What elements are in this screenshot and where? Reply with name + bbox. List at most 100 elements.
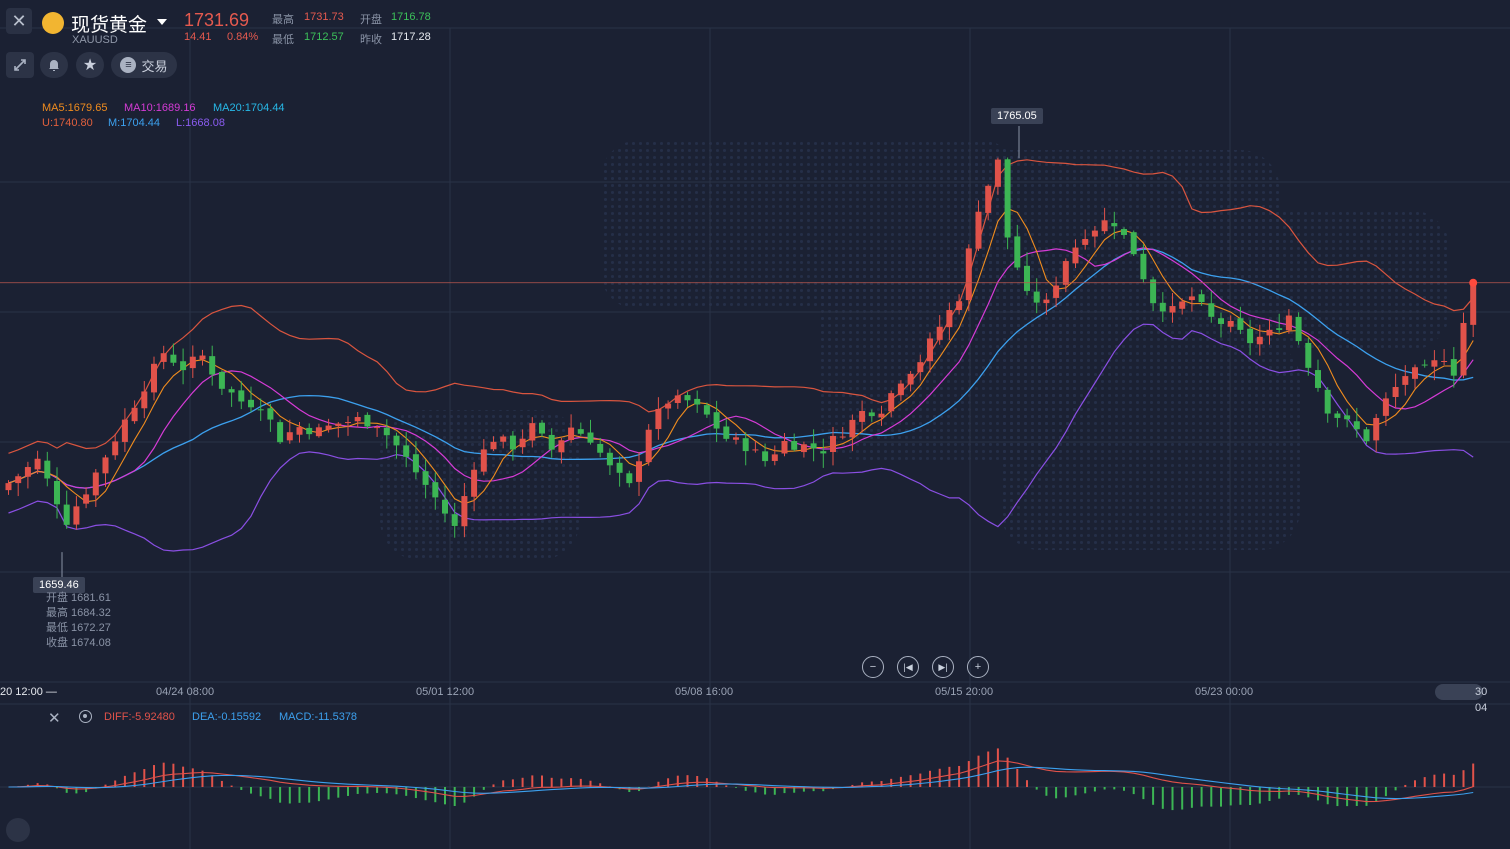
scroll-end-button[interactable]: ▶| [932,656,954,678]
close-icon: ✕ [48,710,61,727]
candle-body [1295,316,1302,342]
candle-body [112,441,119,456]
candle-body [189,356,196,369]
candle-body [1431,360,1438,367]
max-price-marker: 1765.05 [991,108,1043,124]
candle-body [1188,296,1195,301]
boll-upper-legend: U:1740.80 [42,117,93,129]
macd-diff-legend: DIFF:-5.92480 [104,711,175,723]
candle-body [345,422,351,424]
macd-settings-button[interactable] [79,710,92,723]
candle-body [1382,398,1389,416]
zoom-in-button[interactable]: + [967,656,989,678]
candle-body [121,419,128,442]
candle-body [1266,329,1273,336]
chevron-down-icon[interactable] [157,19,167,25]
time-axis-stub-left-label: 20 12:00 [0,686,43,698]
candle-body [315,427,322,437]
candle-body [791,441,798,450]
candle-body [73,506,80,525]
candle-body [1392,386,1399,397]
alert-button[interactable] [40,52,68,78]
trade-button[interactable]: ≡ 交易 [111,52,177,78]
ma20-legend: MA20:1704.44 [213,102,285,114]
map-dots-3 [1000,340,1300,550]
candle-body [180,361,187,371]
time-label-5: 05/23 00:00 [1195,686,1254,698]
candle-body [170,354,177,363]
candle-body [1024,265,1030,291]
candle-body [694,398,701,405]
candle-body [1062,261,1069,285]
candle-body [723,426,730,439]
zoom-out-button[interactable]: − [862,656,884,678]
candle-body [1315,370,1321,388]
candle-body [209,356,216,375]
candle-body [1218,318,1224,324]
candle-body [92,472,99,496]
candle-body [451,514,458,526]
candle-body [568,427,575,440]
candle-body [839,436,846,438]
time-label-2: 05/01 12:00 [416,686,475,698]
candle-body [830,435,836,453]
candle-body [907,373,914,385]
candle-body [480,449,487,472]
low-value: 1712.57 [304,31,344,43]
candle-body [412,454,419,473]
candle-body [713,412,720,429]
close-icon: ✕ [11,10,27,31]
candle-body [1159,302,1166,312]
candle-body [1227,320,1234,327]
map-dots-4 [1220,210,1450,350]
candle-body [548,434,555,450]
boll-mid-line [8,248,1474,489]
candle-body [985,185,992,213]
candle-body [354,417,361,422]
price-change-pct: 0.84% [227,31,259,43]
boll-upper-line [8,159,1474,454]
candle-body [917,362,924,373]
candle-body [878,413,885,418]
candle-body [1179,301,1186,309]
scroll-start-button[interactable]: |◀ [897,656,919,678]
candle-body [994,159,1001,187]
expand-button[interactable] [6,52,34,78]
candle-body [519,438,526,448]
menu-icon: ≡ [120,57,137,73]
trade-label: 交易 [141,58,168,74]
symbol-title[interactable]: 现货黄金 [71,15,148,36]
candle-body [54,480,60,505]
candle-body [63,504,70,525]
tooltip-close: 收盘 1674.08 [46,637,111,649]
candle-body [577,429,584,434]
candle-body [1334,413,1341,418]
candle-body [1412,367,1418,379]
low-label: 最低 [272,34,294,46]
min-price-marker: 1659.46 [33,577,85,593]
skip-back-icon: |◀ [903,661,913,672]
candle-body [1353,421,1360,430]
candle-body [733,437,739,440]
macd-close-button[interactable]: ✕ [48,709,61,727]
close-button[interactable]: ✕ [6,8,32,34]
candle-body [1169,306,1176,313]
candle-body [1402,376,1409,385]
candle-body [257,409,264,411]
candle-body [286,432,293,441]
candle-body [1033,291,1040,303]
candle-body [238,390,245,402]
minus-icon: − [869,661,877,673]
price-change: 14.41 [184,31,212,43]
boll-lower-line [8,323,1474,552]
candle-body [432,482,439,498]
bollinger-bands [8,159,1474,552]
macd-toggle-icon[interactable] [6,818,30,842]
favorite-button[interactable]: ★ [76,52,104,78]
candle-body [684,395,691,401]
macd-diff-line [8,760,1474,803]
candle-body [1121,229,1127,235]
candle-body [636,461,642,482]
gold-logo-icon [42,12,64,34]
